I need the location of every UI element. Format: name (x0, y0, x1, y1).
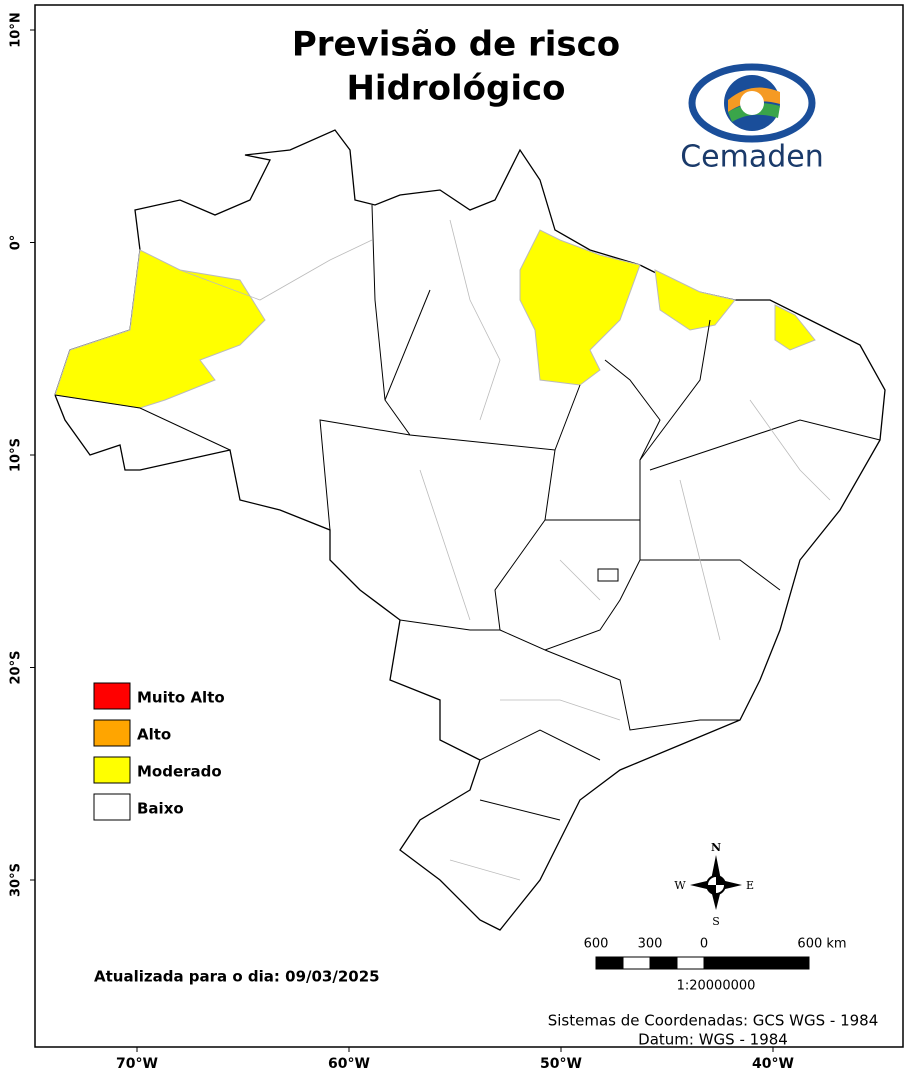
legend-label: Muito Alto (137, 689, 225, 707)
latitude-label: 10°N (9, 12, 24, 47)
legend-label: Moderado (137, 763, 222, 781)
latitude-label: 10°S (9, 438, 24, 472)
scale-label: 300 (638, 937, 663, 952)
update-date: Atualizada para o dia: 09/03/2025 (94, 968, 380, 986)
footer-line: Datum: WGS - 1984 (638, 1031, 788, 1049)
scale-label: 600 km (797, 937, 846, 952)
longitude-label: 40°W (752, 1056, 794, 1072)
state-borders (54, 204, 881, 821)
longitude-label: 60°W (328, 1056, 370, 1072)
legend-swatch (93, 793, 131, 821)
compass-label: N (711, 841, 721, 854)
regional-borders (179, 219, 831, 881)
risk-region (54, 249, 266, 409)
footer-line: Sistemas de Coordenadas: GCS WGS - 1984 (548, 1012, 879, 1030)
latitude-label: 20°S (9, 651, 24, 685)
legend-swatch (93, 682, 131, 710)
latitude-label: 0° (9, 235, 24, 251)
logo-text: Cemaden (680, 140, 824, 175)
compass-label: W (674, 879, 686, 892)
title-line: Hidrológico (346, 69, 565, 109)
compass-label: S (712, 915, 720, 928)
risk-region (519, 229, 641, 386)
latitude-label: 30°S (9, 863, 24, 897)
logo (688, 63, 816, 143)
scale-label: 600 (584, 937, 609, 952)
longitude-label: 50°W (540, 1056, 582, 1072)
compass-rose (690, 855, 742, 910)
risk-region (774, 304, 816, 351)
title-line: Previsão de risco (292, 25, 620, 65)
compass-label: E (746, 879, 754, 892)
scale-bar (595, 956, 810, 970)
scale-ratio: 1:20000000 (677, 979, 756, 994)
scale-label: 0 (700, 937, 708, 952)
longitude-label: 70°W (116, 1056, 158, 1072)
legend-swatch (93, 756, 131, 784)
legend-label: Baixo (137, 800, 184, 818)
legend-swatch (93, 719, 131, 747)
country-outline (54, 129, 886, 931)
legend-label: Alto (137, 726, 171, 744)
risk-region (654, 269, 736, 331)
